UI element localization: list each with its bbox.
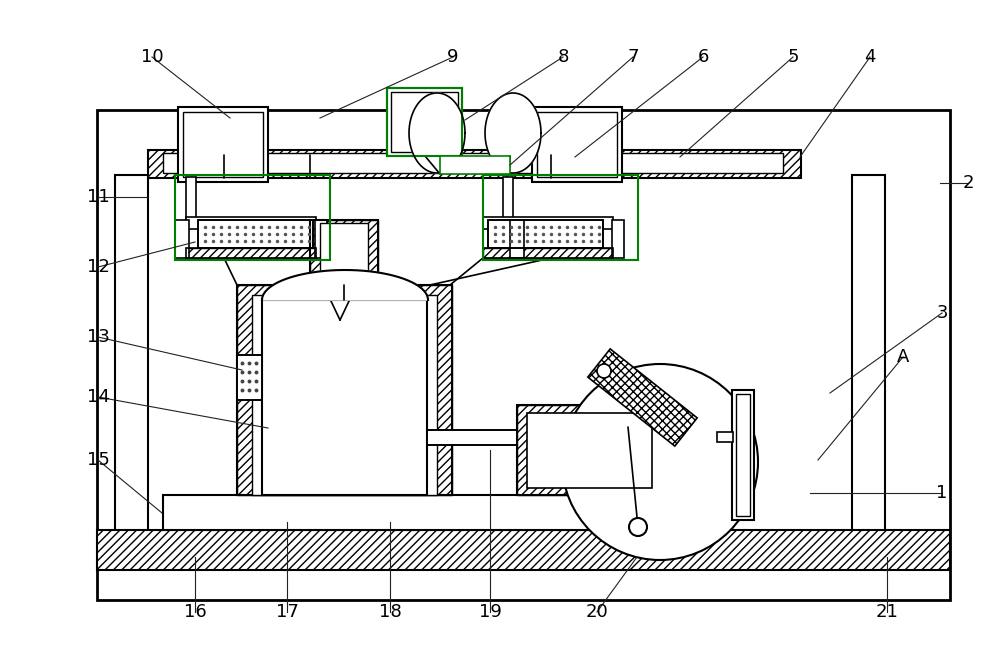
Text: 1: 1 [936,484,948,502]
Bar [186,217,316,229]
Bar [717,432,733,442]
Text: 4: 4 [864,48,876,66]
Bar [517,405,717,495]
Bar [315,220,327,258]
Bar [198,220,313,248]
Text: 17: 17 [276,603,298,621]
Text: 5: 5 [787,48,799,66]
Text: 16: 16 [184,603,206,621]
Bar [310,220,378,285]
Text: 2: 2 [962,174,974,192]
Text: 8: 8 [557,48,569,66]
Bar [732,390,754,520]
Bar [532,107,622,182]
Polygon shape [588,349,697,446]
Bar [612,220,624,258]
Polygon shape [409,93,465,173]
Text: 19: 19 [479,603,501,621]
Bar [527,413,652,488]
Bar [237,285,452,495]
Bar [163,495,593,530]
Circle shape [629,518,647,536]
Bar [736,394,750,516]
Text: 7: 7 [627,48,639,66]
Bar [237,355,262,400]
Text: 9: 9 [447,48,459,66]
Polygon shape [320,278,360,320]
Text: 21: 21 [876,603,898,621]
Bar [320,223,368,281]
Bar [537,112,617,177]
Bar [237,285,452,495]
Bar [483,248,613,258]
Bar [198,220,313,248]
Bar [186,177,196,222]
Bar [175,220,189,258]
Bar [97,530,950,570]
Bar [186,248,316,258]
Bar [503,177,513,222]
Bar [387,88,462,156]
Bar [163,153,783,173]
Bar [237,355,262,400]
Bar [440,156,510,174]
Text: 13: 13 [87,328,109,346]
Circle shape [562,364,758,560]
Text: 20: 20 [586,603,608,621]
Text: 18: 18 [379,603,401,621]
Bar [310,220,378,285]
Text: 14: 14 [87,388,109,406]
Bar [427,430,517,445]
Bar [175,175,330,260]
Bar [387,88,462,156]
Bar [517,405,717,495]
Bar [391,92,458,152]
Bar [262,300,427,495]
Circle shape [597,364,611,378]
Text: 10: 10 [141,48,163,66]
Text: 3: 3 [936,304,948,322]
Bar [483,175,638,260]
Bar [483,248,613,258]
Bar [186,248,316,258]
Text: 6: 6 [697,48,709,66]
Bar [510,220,524,258]
Bar [97,530,950,570]
Bar [148,150,801,178]
Bar [183,112,263,177]
Text: 12: 12 [87,258,109,276]
Bar [148,150,801,178]
Bar [427,430,517,445]
Polygon shape [485,93,541,173]
Bar [97,110,950,600]
Bar [488,220,603,248]
Text: 15: 15 [87,451,109,469]
Bar [488,220,603,248]
Text: 11: 11 [87,188,109,206]
Bar [178,107,268,182]
Polygon shape [262,270,428,300]
Bar [115,175,148,560]
Bar [483,217,613,229]
Bar [252,295,437,495]
Text: A: A [897,348,909,366]
Bar [852,175,885,560]
